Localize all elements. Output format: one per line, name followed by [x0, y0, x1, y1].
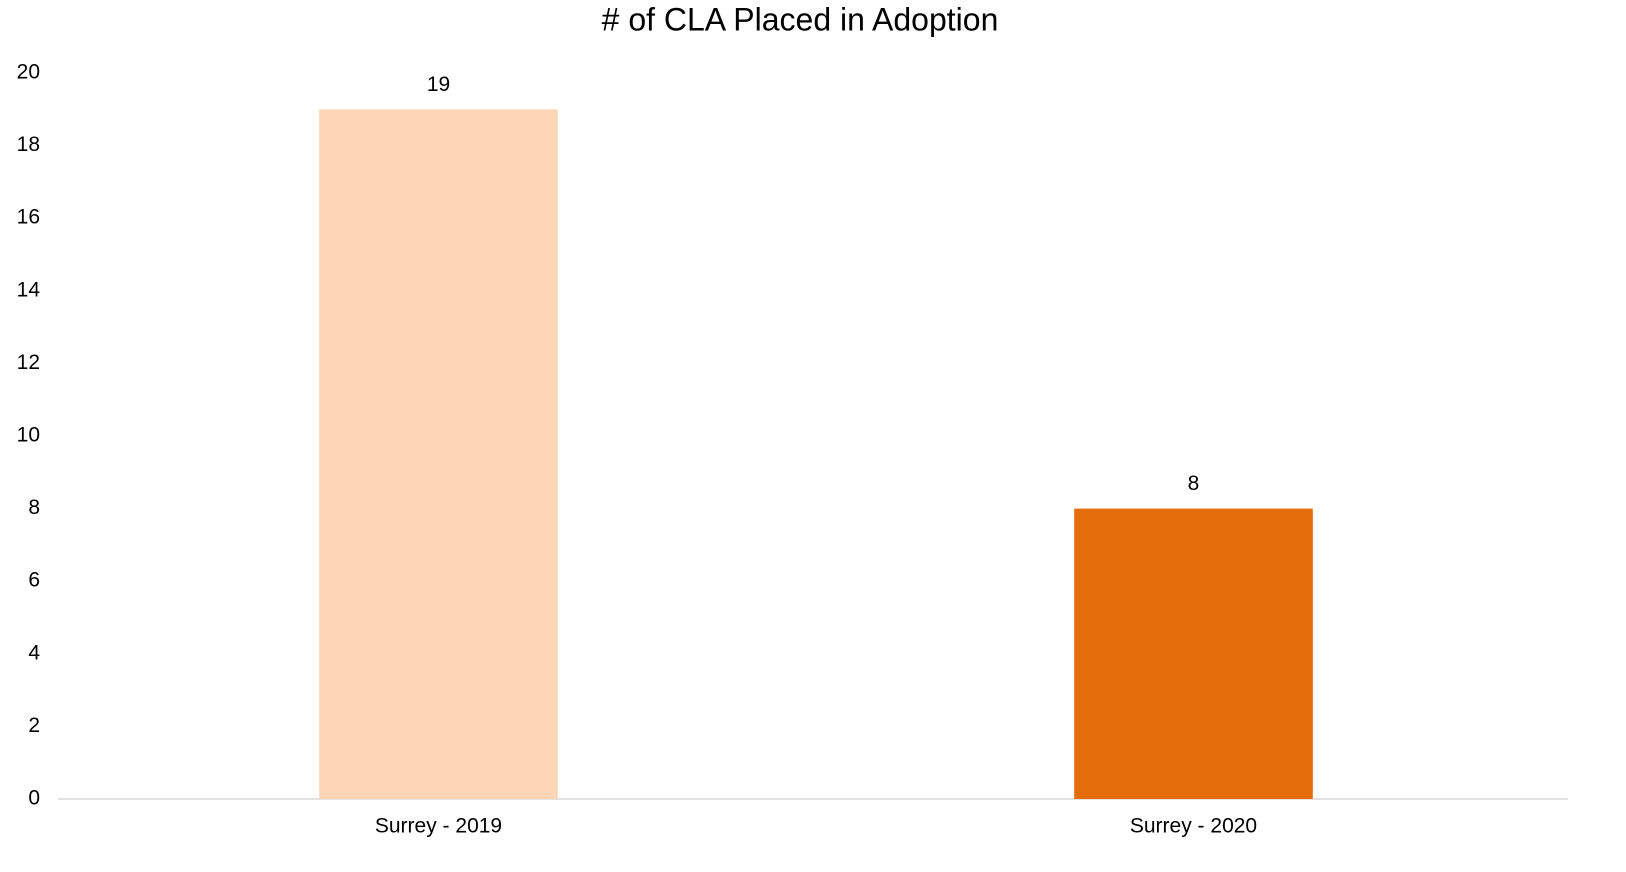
bar — [319, 109, 558, 800]
data-label: 19 — [427, 73, 450, 96]
y-tick-label: 18 — [17, 133, 40, 156]
y-tick-label: 4 — [28, 641, 40, 664]
y-tick-label: 6 — [28, 569, 40, 592]
x-tick-label: Surrey - 2019 — [375, 815, 502, 838]
y-tick-label: 10 — [17, 424, 40, 447]
chart-title: # of CLA Placed in Adoption — [602, 1, 999, 37]
y-tick-label: 16 — [17, 206, 40, 229]
y-tick-label: 14 — [17, 278, 41, 301]
y-tick-label: 2 — [28, 714, 40, 737]
y-tick-label: 20 — [17, 61, 40, 84]
y-tick-label: 8 — [28, 496, 40, 519]
y-tick-label: 0 — [28, 787, 40, 810]
x-tick-label: Surrey - 2020 — [1130, 815, 1257, 838]
y-tick-label: 12 — [17, 351, 40, 374]
data-label: 8 — [1188, 472, 1200, 495]
bar — [1074, 508, 1313, 799]
